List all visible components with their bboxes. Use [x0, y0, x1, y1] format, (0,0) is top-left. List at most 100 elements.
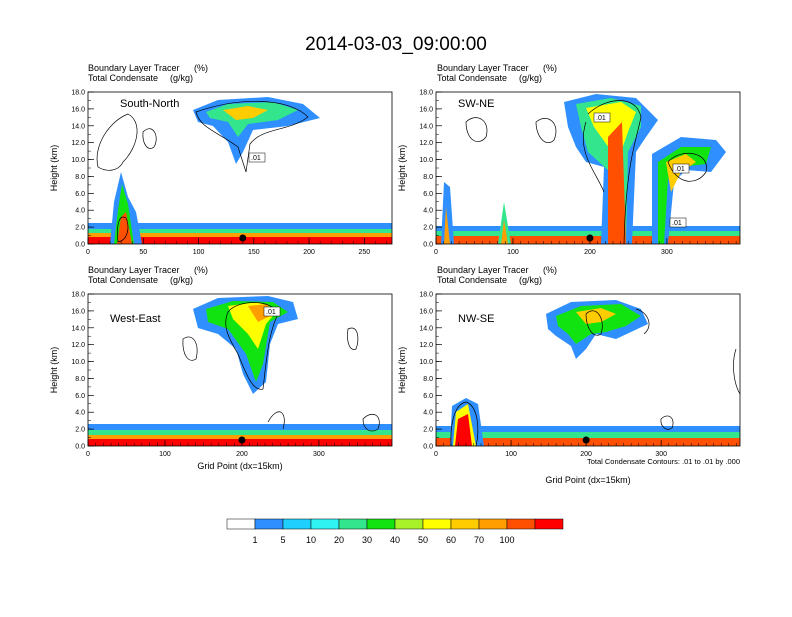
- y-tick-label: 10.0: [419, 359, 433, 366]
- plot-area: .01 0 100 200 300 0.0 2.0 4.0 6.0 8.0 10.0 12.0 14…: [71, 292, 393, 458]
- contour-label-group: .01 .01 .01: [593, 112, 690, 228]
- colorbar-swatch: [422, 518, 452, 530]
- left-units: (%): [543, 63, 557, 73]
- x-tick-label: 300: [655, 451, 667, 458]
- left-title2: Total Condensate: [437, 73, 507, 83]
- panel-sw-ne: Boundary Layer Tracer (%) Total Condensa…: [397, 63, 741, 256]
- colorbar-swatch: [478, 518, 508, 530]
- left-units2: (g/kg): [519, 73, 542, 83]
- convective-plume-core: [117, 212, 132, 244]
- anvil-right-core: [666, 154, 696, 192]
- plot-frame: [435, 91, 741, 245]
- y-tick-label: 14.0: [419, 123, 433, 130]
- contour-label-group: .01: [263, 306, 281, 317]
- contour-line: [582, 121, 605, 193]
- y-tick-label: 2.0: [423, 225, 433, 232]
- panel-nw-se: Boundary Layer Tracer (%) Total Condensa…: [397, 265, 741, 485]
- x-ticks: 0 100 200 300: [434, 440, 737, 458]
- left-units2: (g/kg): [519, 275, 542, 285]
- contour-line: [465, 117, 488, 142]
- left-title: Boundary Layer Tracer: [88, 265, 180, 275]
- contour-line: [660, 415, 674, 430]
- y-tick-label: 18.0: [71, 90, 85, 97]
- contour-label: .01: [266, 309, 276, 316]
- contour-line: [733, 348, 741, 395]
- x-tick-label: 100: [505, 451, 517, 458]
- contour-label-box: [593, 112, 611, 123]
- colorbar-label: 60: [446, 535, 456, 545]
- x-axis-title: Grid Point (dx=15km): [197, 461, 282, 471]
- main-title: 2014-03-03_09:00:00: [305, 34, 487, 55]
- contour-label-box: [263, 306, 281, 317]
- contours: [182, 302, 380, 432]
- x-tick-label: 0: [86, 249, 90, 256]
- x-tick-label: 50: [139, 249, 147, 256]
- y-tick-label: 8.0: [423, 174, 433, 181]
- y-tick-label: 6.0: [423, 191, 433, 198]
- x-tick-label: 300: [313, 451, 325, 458]
- y-tick-label: 10.0: [71, 157, 85, 164]
- panel-label: West-East: [110, 313, 161, 325]
- cross-section-marker: [586, 234, 594, 242]
- y-axis-title: Height (km): [397, 347, 407, 394]
- y-tick-label: 18.0: [419, 292, 433, 299]
- y-tick-label: 12.0: [419, 342, 433, 349]
- contour-line: [450, 401, 479, 447]
- y-tick-label: 16.0: [419, 308, 433, 315]
- colorbar-label: 50: [418, 535, 428, 545]
- filled-shading: [436, 300, 740, 446]
- y-tick-label: 4.0: [423, 208, 433, 215]
- x-tick-label: 100: [159, 451, 171, 458]
- colorbar: 1 5 10 20 30 40 50 60 70 100: [226, 518, 564, 545]
- colorbar-label: 5: [280, 535, 285, 545]
- left-title: Boundary Layer Tracer: [437, 265, 529, 275]
- colorbar-label: 70: [474, 535, 484, 545]
- colorbar-swatch: [394, 518, 424, 530]
- panel-south-north: Boundary Layer Tracer (%) Total Condensa…: [49, 63, 393, 256]
- tower-left-outer: [441, 182, 454, 244]
- colorbar-swatch: [254, 518, 284, 530]
- y-tick-label: 8.0: [75, 174, 85, 181]
- left-units: (%): [194, 63, 208, 73]
- left-title2: Total Condensate: [88, 73, 158, 83]
- y-tick-label: 6.0: [75, 191, 85, 198]
- plot-frame: [87, 293, 393, 447]
- contour-line: [585, 310, 603, 336]
- colorbar-label: 30: [362, 535, 372, 545]
- x-tick-label: 100: [193, 249, 205, 256]
- contour-label-box: [248, 152, 266, 163]
- contour-line: [535, 117, 557, 144]
- x-tick-label: 200: [584, 249, 596, 256]
- cross-section-marker: [238, 436, 246, 444]
- left-units: (%): [543, 265, 557, 275]
- y-tick-label: 0.0: [75, 242, 85, 249]
- plot-frame: [87, 91, 393, 245]
- x-tick-label: 200: [303, 249, 315, 256]
- colorbar-label: 40: [390, 535, 400, 545]
- y-tick-label: 0.0: [75, 444, 85, 451]
- upper-cloud-mid: [556, 304, 641, 344]
- contour-label-group: .01: [248, 152, 266, 163]
- x-tick-label: 0: [434, 249, 438, 256]
- contour-line: [117, 216, 129, 243]
- y-tick-label: 12.0: [71, 342, 85, 349]
- contours: [96, 101, 309, 243]
- tower-main-core: [608, 122, 626, 244]
- contour-label-box: [669, 217, 687, 228]
- x-axis-title: Grid Point (dx=15km): [545, 475, 630, 485]
- contour-line: [587, 100, 642, 245]
- colorbar-swatch: [366, 518, 396, 530]
- left-units2: (g/kg): [170, 275, 193, 285]
- left-title2: Total Condensate: [437, 275, 507, 285]
- y-tick-label: 2.0: [423, 427, 433, 434]
- colorbar-swatch: [450, 518, 480, 530]
- panel-label: South-North: [120, 98, 179, 110]
- colorbar-label: 20: [334, 535, 344, 545]
- y-tick-label: 6.0: [423, 393, 433, 400]
- x-tick-label: 0: [86, 451, 90, 458]
- colorbar-swatch: [226, 518, 256, 530]
- y-tick-label: 14.0: [71, 123, 85, 130]
- x-tick-label: 300: [661, 249, 673, 256]
- y-tick-label: 8.0: [75, 376, 85, 383]
